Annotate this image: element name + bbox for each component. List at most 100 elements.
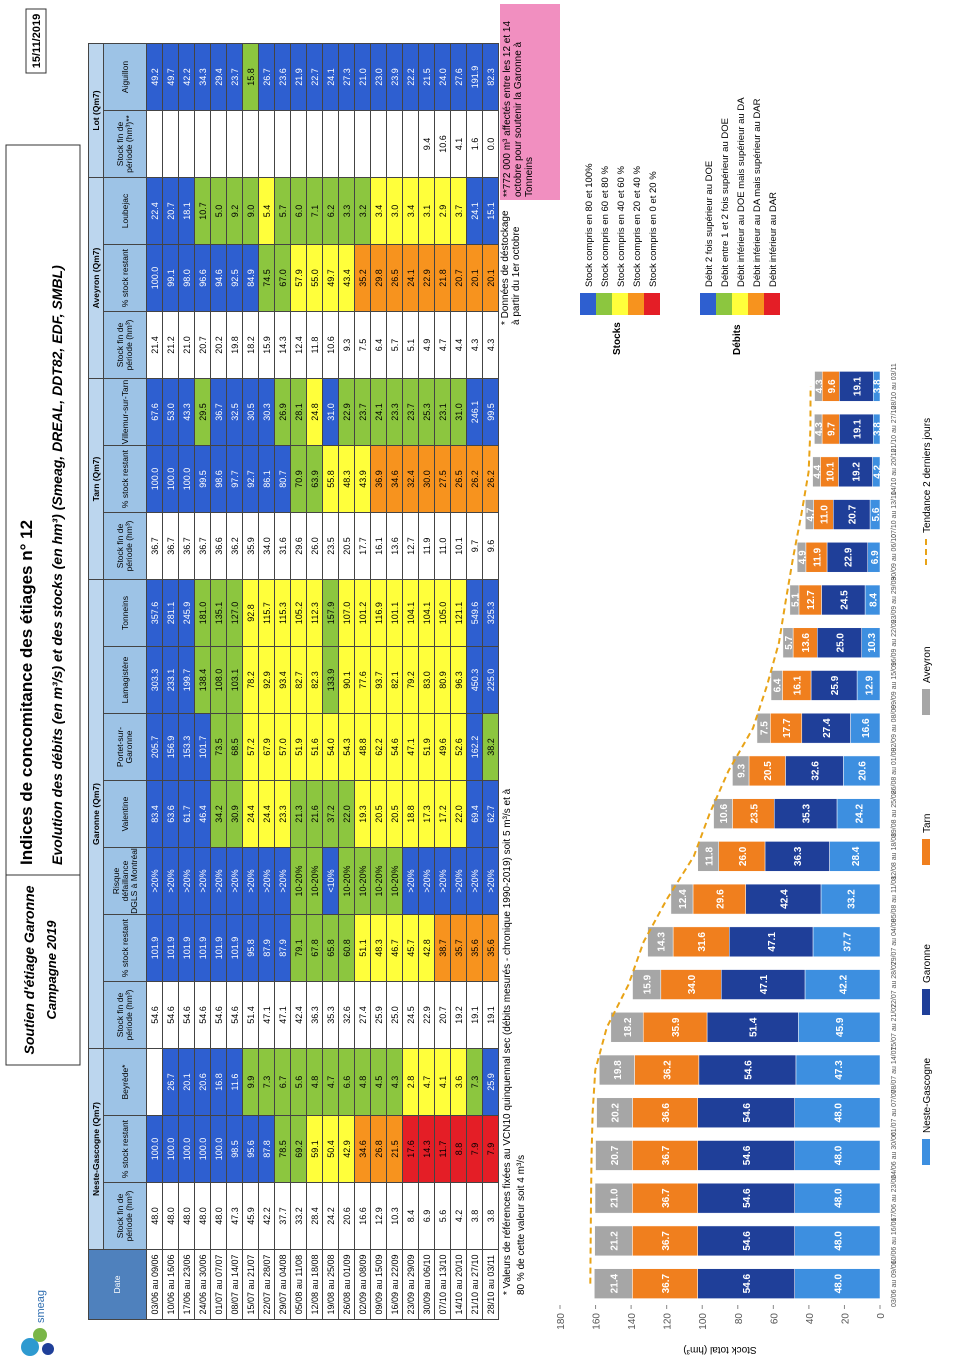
column-header: Stock fin de période (hm³) (103, 981, 147, 1049)
value-label: 25.0 (835, 633, 846, 653)
cell: 67.8 (306, 914, 323, 982)
cell: 3.6 (450, 1048, 467, 1116)
value-label: 48.0 (833, 1145, 844, 1165)
cell: 53.0 (162, 378, 179, 446)
cell: 19.1 (466, 981, 483, 1049)
bar-segment (596, 1097, 633, 1128)
cell: 29.4 (210, 43, 227, 111)
cell: 9.3 (338, 311, 355, 379)
cell: >20% (402, 847, 419, 915)
cell: 63.9 (306, 445, 323, 513)
cell: 37.2 (322, 780, 339, 848)
value-label: 4.3 (814, 422, 825, 436)
x-tick-label: 29/07 au 04/08 (891, 918, 898, 965)
x-tick-label: 24/06 au 30/06 (891, 1132, 898, 1179)
y-tick-label: 120 (663, 1313, 674, 1330)
x-tick-label: 05/08 au 11/08 (891, 876, 898, 922)
cell: 2.8 (402, 1048, 419, 1116)
cell: 0.0 (482, 110, 499, 178)
cell: 87.9 (274, 914, 291, 982)
cell: 84.9 (242, 244, 259, 312)
cell: 46.4 (194, 780, 211, 848)
cell: 17.2 (434, 780, 451, 848)
legend-swatch (922, 1139, 930, 1165)
cell (274, 110, 291, 178)
cell: 357.6 (146, 579, 163, 647)
cell: 54.6 (386, 713, 403, 781)
y-tick-label: 100 (698, 1313, 709, 1330)
title-box (5, 874, 81, 1066)
cell: 4.1 (450, 110, 467, 178)
value-label: 4.2 (872, 464, 883, 478)
cell: 35.6 (482, 914, 499, 982)
cell: 23.3 (274, 780, 291, 848)
cell: 48.3 (338, 445, 355, 513)
cell: 47.1 (274, 981, 291, 1049)
value-label: 11.0 (819, 505, 830, 524)
x-tick-label: 03/06 au 09/06 (891, 1260, 898, 1307)
cell (146, 1048, 163, 1116)
cell: 54.6 (162, 981, 179, 1049)
cell: 5.6 (290, 1048, 307, 1116)
data-row: 23/09 au 29/09 8.4 17.6 2.8 24.5 45.7 >20% 18.8… (402, 43, 419, 1320)
cell: 69.2 (290, 1115, 307, 1183)
cell: 27.6 (450, 43, 467, 111)
legend-title: Débits (732, 324, 743, 355)
cell: 108.0 (210, 646, 227, 714)
value-label: 48.0 (833, 1188, 844, 1208)
bar-segment (782, 627, 794, 658)
cell: 36.6 (210, 512, 227, 580)
cell: 22.7 (306, 43, 323, 111)
cell: 101.7 (194, 713, 211, 781)
legend-swatch (764, 293, 780, 315)
value-label: 37.7 (842, 932, 853, 952)
value-label: 13.6 (801, 633, 812, 653)
bar-segment (789, 584, 800, 616)
cell: 3.7 (450, 177, 467, 245)
cell: 97.7 (226, 445, 243, 513)
cell: 7.9 (482, 1115, 499, 1183)
cell: 42.2 (178, 43, 195, 111)
value-label: 24.5 (839, 590, 850, 610)
data-row: 02/09 au 08/09 16.6 34.6 4.8 27.4 51.1 10-20% 1… (354, 43, 371, 1320)
cell: 101.2 (354, 579, 371, 647)
bar-segment (770, 670, 783, 701)
date-cell: 12/08 au 18/08 (306, 1249, 323, 1320)
data-row: 01/07 au 07/07 48.0 100.0 16.8 54.6 101.9 >20%… (210, 43, 227, 1320)
group-header: Lot (Qm7) (88, 43, 104, 178)
x-tick-label: 19/08 au 25/08 (891, 790, 898, 837)
cell: 9.4 (418, 110, 435, 178)
campaign: Campagne 2019 (44, 920, 59, 1020)
legend-swatch (716, 293, 732, 315)
cell: >20% (258, 847, 275, 915)
bar-segment (647, 926, 674, 958)
cell (146, 110, 163, 178)
cell: 36.2 (226, 512, 243, 580)
bar-segment (814, 371, 823, 402)
date-cell: 19/08 au 25/08 (322, 1249, 339, 1320)
cell: 21.6 (306, 780, 323, 848)
cell: 49.6 (434, 713, 451, 781)
cell: 11.9 (418, 512, 435, 580)
heading: Indices de concomitance des étiages n° 1… (17, 520, 36, 865)
cell: 30.0 (418, 445, 435, 513)
cell: 10.3 (386, 1182, 403, 1250)
cell: >20% (226, 847, 243, 915)
cell: 10.6 (322, 311, 339, 379)
cell: 20.2 (210, 311, 227, 379)
cell: 54.6 (146, 981, 163, 1049)
legend-swatch (922, 839, 930, 865)
cell: 450.3 (466, 646, 483, 714)
cell: 94.6 (210, 244, 227, 312)
cell: 22.9 (418, 981, 435, 1049)
value-label: 36.7 (661, 1231, 672, 1251)
cell: 23.1 (434, 378, 451, 446)
cell: 92.8 (242, 579, 259, 647)
group-header: Neste-Gascogne (Qm7) (88, 1048, 104, 1250)
value-label: 35.9 (671, 1017, 682, 1037)
cell: 51.6 (306, 713, 323, 781)
cell: 100.0 (178, 445, 195, 513)
x-tick-label: 07/10 au 13/10 (891, 491, 898, 538)
bar-segment (595, 1140, 633, 1171)
